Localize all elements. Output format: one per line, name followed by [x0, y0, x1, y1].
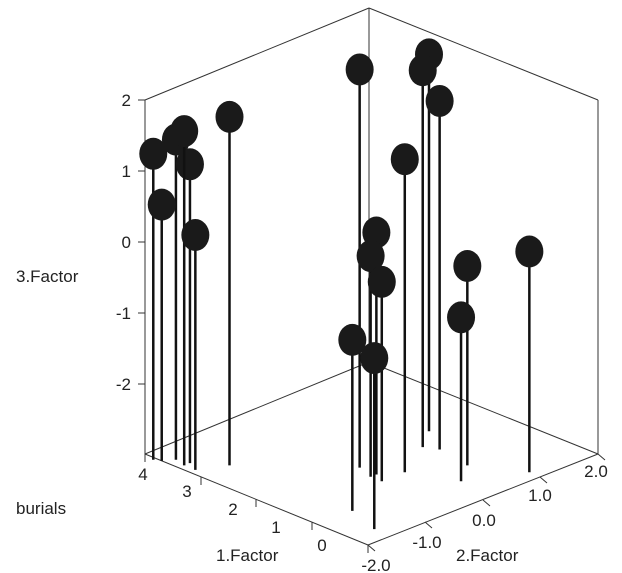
y-tick-mark	[482, 499, 491, 507]
data-point-marker	[367, 265, 396, 298]
x-tick-label: 3	[182, 482, 191, 501]
y-tick-mark	[424, 521, 433, 529]
data-point-marker	[515, 235, 544, 268]
data-point-marker	[175, 148, 204, 181]
box-edge-top-right	[368, 7, 599, 101]
data-point-marker	[408, 54, 437, 87]
x-tick-label: 4	[138, 465, 147, 484]
y-tick-label: -2.0	[361, 556, 390, 573]
z-axis-ticks: 2 1 0 -1 -2	[116, 91, 145, 394]
y-axis-line	[367, 453, 599, 546]
z-tick-label: 1	[122, 162, 131, 181]
y-axis-label: 2.Factor	[456, 546, 519, 565]
x-tick-label: 0	[317, 536, 326, 555]
floor-edge-back-left	[144, 361, 370, 455]
data-point-marker	[139, 137, 168, 170]
z-axis-label: 3.Factor	[16, 267, 79, 286]
y-tick-label: -1.0	[412, 533, 441, 552]
z-tick-label: -1	[116, 304, 131, 323]
data-point-marker	[356, 240, 385, 273]
data-point-marker	[425, 84, 454, 117]
y-tick-mark	[597, 453, 606, 461]
z-tick-label: -2	[116, 375, 131, 394]
x-axis-ticks: 4 3 2 1 0	[138, 454, 369, 555]
box-edge-top-left	[144, 7, 370, 101]
data-point-marker	[181, 219, 210, 252]
data-point-marker	[345, 53, 374, 86]
y-tick-label: 1.0	[528, 486, 552, 505]
floor-edge-back-right	[368, 361, 599, 455]
z-tick-label: 0	[122, 233, 131, 252]
y-tick-mark	[539, 476, 548, 484]
y-tick-mark	[367, 544, 376, 552]
z-tick-label: 2	[122, 91, 131, 110]
data-point-marker	[338, 323, 367, 356]
data-point-marker	[453, 249, 482, 282]
data-point-marker	[215, 100, 244, 133]
data-point-marker	[170, 115, 199, 148]
data-point-marker	[360, 342, 389, 375]
y-tick-label: 0.0	[472, 511, 496, 530]
data-points	[139, 38, 544, 530]
data-point-marker	[390, 143, 419, 176]
data-point-marker	[447, 301, 476, 334]
x-tick-label: 2	[228, 500, 237, 519]
y-tick-label: 2.0	[584, 462, 608, 481]
x-tick-label: 1	[271, 518, 280, 537]
y-axis-ticks: -2.0 -1.0 0.0 1.0 2.0	[361, 453, 608, 573]
side-label: burials	[16, 499, 67, 518]
x-axis-label: 1.Factor	[216, 546, 279, 565]
data-point-marker	[147, 188, 176, 221]
